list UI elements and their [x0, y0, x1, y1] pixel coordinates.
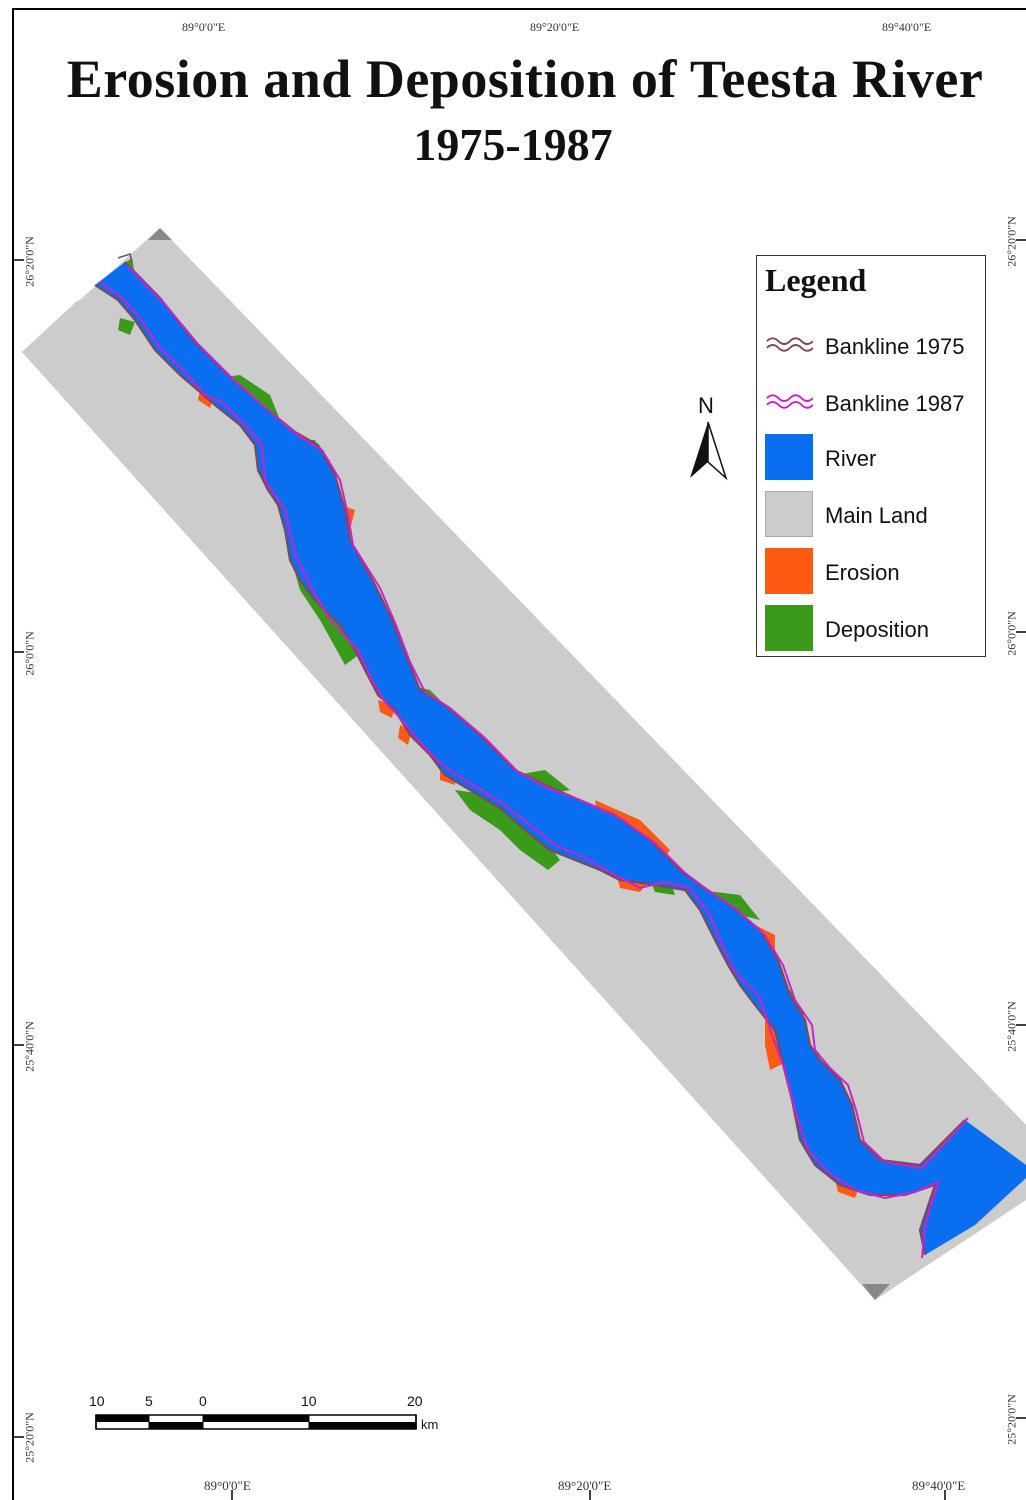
legend-item-bankline-1975: Bankline 1975: [763, 322, 983, 370]
graticule-label-top-1: 89°0'0"E: [182, 20, 226, 34]
legend: Legend Bankline 1975 Bankline 1987 River…: [756, 255, 986, 657]
graticule-label-bottom-2: 89°20'0"E: [558, 1478, 612, 1493]
scale-tick-label: 20: [407, 1393, 423, 1409]
river-channel: [95, 262, 1026, 1255]
graticule-label-right-1: 26°20'0"N: [1004, 216, 1019, 267]
graticule-label-left-4: 25°20'0"N: [22, 1412, 37, 1463]
scale-tick-label: 0: [199, 1393, 207, 1409]
graticule-label-left-1: 26°20'0"N: [22, 236, 37, 287]
deposition-swatch: [765, 605, 813, 651]
legend-title: Legend: [765, 262, 867, 298]
bankline-1987-left: [99, 281, 940, 1259]
main-land-swatch: [765, 491, 813, 537]
wavy-line-icon: [766, 337, 813, 352]
graticule-label-left-3: 25°40'0"N: [22, 1021, 37, 1072]
legend-item-bankline-1987: Bankline 1987: [763, 379, 983, 427]
legend-label-erosion: Erosion: [825, 560, 900, 585]
scale-tick-label: 5: [145, 1393, 153, 1409]
graticule-label-right-3: 25°40'0"N: [1004, 1001, 1019, 1052]
legend-label-river: River: [825, 446, 877, 471]
graticule-label-bottom-3: 89°40'0"E: [912, 1478, 966, 1493]
river-swatch: [765, 434, 813, 480]
north-arrow-icon: [690, 421, 728, 481]
map-title: Erosion and Deposition of Teesta River: [66, 49, 984, 109]
legend-label-bankline-1975: Bankline 1975: [825, 334, 965, 359]
graticule-label-top-3: 89°40'0"E: [882, 20, 932, 34]
map-frame: [12, 8, 1026, 1500]
legend-item-main-land: Main Land: [763, 491, 983, 539]
wavy-line-icon: [766, 394, 813, 409]
bankline-1975-top: [117, 253, 133, 263]
graticule-label-top-2: 89°20'0"E: [530, 20, 580, 34]
strip-corner-top: [148, 228, 172, 240]
scale-tick-label: 10: [301, 1393, 317, 1409]
legend-label-deposition: Deposition: [825, 617, 929, 642]
graticule-ticks: [14, 239, 1026, 1500]
strip-corner-bottom: [862, 1284, 890, 1300]
scale-tick-label: 10: [89, 1393, 105, 1409]
scale-bar: [95, 1414, 417, 1430]
legend-item-river: River: [763, 434, 983, 482]
legend-item-erosion: Erosion: [763, 548, 983, 596]
graticule-label-right-2: 26°0'0"N: [1004, 611, 1019, 656]
north-label: N: [698, 393, 714, 418]
legend-label-main-land: Main Land: [825, 503, 928, 528]
map-subtitle: 1975-1987: [413, 119, 613, 170]
erosion-swatch: [765, 548, 813, 594]
bankline-1987-right: [127, 265, 969, 1170]
graticule-label-bottom-1: 89°0'0"E: [204, 1478, 251, 1493]
graticule-label-left-2: 26°0'0"N: [22, 631, 37, 676]
scale-unit-label: km: [421, 1417, 439, 1432]
legend-label-bankline-1987: Bankline 1987: [825, 391, 965, 416]
legend-item-deposition: Deposition: [763, 605, 983, 653]
graticule-label-right-4: 25°20'0"N: [1004, 1394, 1019, 1445]
